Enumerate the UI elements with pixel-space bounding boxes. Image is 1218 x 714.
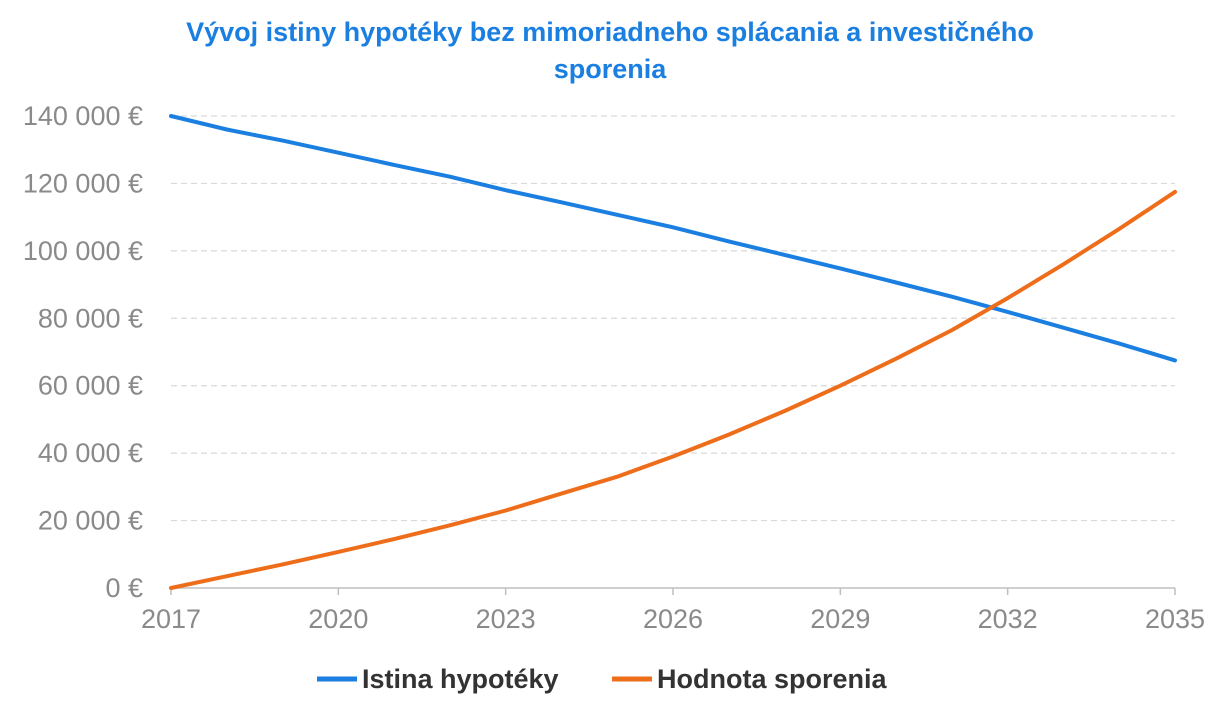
series-line-2 bbox=[169, 189, 1177, 590]
gridlines bbox=[171, 115, 1175, 522]
x-tick-label: 2029 bbox=[810, 604, 870, 634]
y-tick-label: 40 000 € bbox=[38, 438, 143, 468]
legend: Istina hypotéky Hodnota sporenia bbox=[317, 664, 887, 694]
x-tick-label: 2032 bbox=[978, 604, 1038, 634]
legend-label: Istina hypotéky bbox=[362, 664, 559, 694]
x-tick-label: 2035 bbox=[1145, 604, 1205, 634]
y-tick-label: 60 000 € bbox=[38, 371, 143, 401]
y-tick-label: 80 000 € bbox=[38, 303, 143, 333]
chart-title: Vývoj istiny hypotéky bez mimoriadneho s… bbox=[186, 17, 1034, 84]
series-lines bbox=[169, 114, 1177, 590]
x-tick-label: 2020 bbox=[308, 604, 368, 634]
y-tick-label: 100 000 € bbox=[23, 236, 143, 266]
axes: 0 € 20 000 € 40 000 € 60 000 € 80 000 € 100 0… bbox=[23, 101, 1205, 634]
series-line-1 bbox=[169, 114, 1177, 363]
x-tick-label: 2023 bbox=[476, 604, 536, 634]
y-tick-label: 140 000 € bbox=[23, 101, 143, 131]
y-tick-label: 20 000 € bbox=[38, 506, 143, 536]
legend-label: Hodnota sporenia bbox=[657, 664, 887, 694]
y-tick-label: 120 000 € bbox=[23, 168, 143, 198]
y-tick-label: 0 € bbox=[105, 573, 143, 603]
x-tick-label: 2017 bbox=[141, 604, 201, 634]
x-tick-label: 2026 bbox=[643, 604, 703, 634]
